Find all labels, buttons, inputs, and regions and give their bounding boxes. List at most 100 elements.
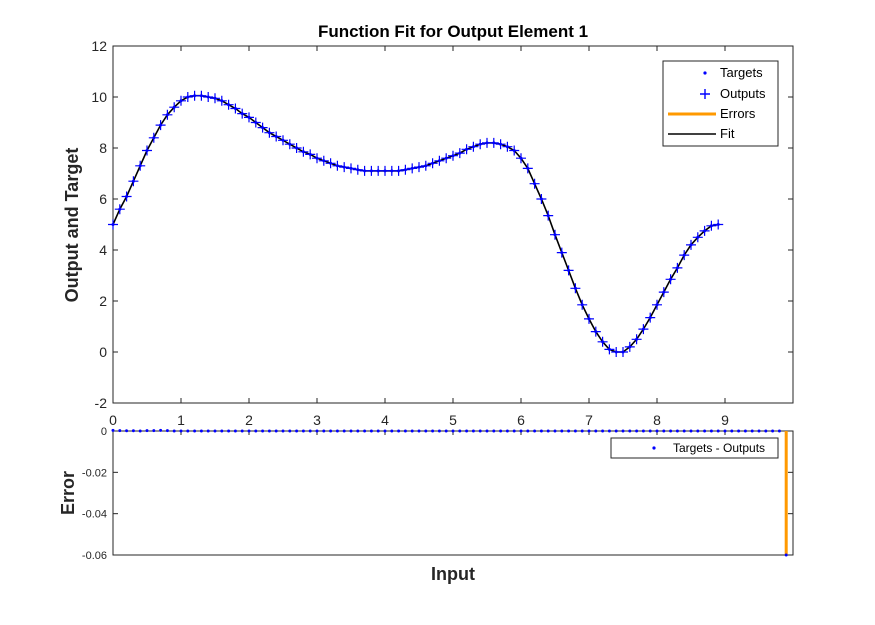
- target-point: [138, 164, 142, 168]
- legend-fit-label: Fit: [720, 126, 735, 141]
- target-point: [356, 168, 360, 172]
- target-point: [703, 229, 707, 233]
- error-point: [111, 428, 115, 432]
- target-point: [315, 156, 319, 160]
- bottom-y-tick-label: 0: [101, 426, 107, 438]
- error-point: [118, 429, 122, 433]
- error-point: [533, 429, 537, 433]
- error-point: [390, 429, 394, 433]
- legend-errors-marker: [652, 446, 656, 450]
- error-point: [689, 429, 693, 433]
- target-point: [471, 145, 475, 149]
- target-point: [254, 121, 258, 124]
- legend-outputs-label: Outputs: [720, 86, 766, 101]
- error-point: [437, 429, 441, 433]
- error-point: [567, 429, 571, 433]
- chart-title: Function Fit for Output Element 1: [318, 22, 588, 41]
- top-x-tick-label: 4: [381, 412, 389, 428]
- top-x-tick-label: 3: [313, 412, 321, 428]
- top-y-axis-label: Output and Target: [62, 148, 82, 303]
- target-point: [580, 303, 584, 307]
- target-point: [322, 159, 326, 163]
- bottom-x-axis-label: Input: [431, 564, 475, 584]
- bottom-axes: 0 -0.02 -0.04 -0.06 Error Input Targets - O…: [58, 426, 794, 584]
- error-point: [492, 429, 496, 433]
- bottom-y-axis-label: Error: [58, 471, 78, 515]
- error-point: [641, 429, 645, 433]
- target-point: [369, 169, 373, 173]
- top-x-tick-label: 0: [109, 412, 117, 428]
- target-point: [111, 223, 115, 226]
- error-point: [342, 429, 346, 433]
- top-y-tick-label: 0: [99, 344, 107, 360]
- error-point: [125, 429, 129, 433]
- target-point: [172, 105, 176, 109]
- target-point: [206, 95, 210, 99]
- target-point: [227, 103, 231, 107]
- legend-errors-series-label: Targets - Outputs: [673, 441, 765, 455]
- bottom-y-tick-label: -0.02: [82, 467, 107, 479]
- error-point: [696, 429, 700, 433]
- error-point: [771, 429, 775, 433]
- error-point: [179, 429, 183, 433]
- error-point: [274, 429, 278, 433]
- error-point: [165, 429, 169, 433]
- target-point: [601, 340, 605, 344]
- error-point: [526, 429, 530, 433]
- target-point: [648, 316, 652, 320]
- error-point: [709, 429, 713, 433]
- error-point: [580, 429, 584, 433]
- error-point: [682, 429, 686, 433]
- top-y-tick-label: 6: [99, 191, 107, 207]
- bottom-legend: Targets - Outputs: [610, 437, 779, 459]
- top-legend-box: [662, 60, 779, 147]
- target-point: [308, 152, 312, 156]
- error-point: [539, 429, 543, 433]
- legend-outputs-marker: [700, 89, 710, 99]
- error-point: [397, 429, 401, 433]
- error-point: [301, 429, 305, 433]
- error-point: [750, 429, 754, 433]
- target-point: [669, 277, 673, 281]
- legend-targets-label: Targets: [720, 65, 763, 80]
- error-point: [669, 429, 673, 433]
- legend-targets-marker: [703, 71, 707, 75]
- target-point: [165, 113, 169, 117]
- target-point: [288, 142, 292, 146]
- error-point: [648, 429, 652, 433]
- error-point: [743, 429, 747, 433]
- top-x-tick-label: 5: [449, 412, 457, 428]
- error-point: [519, 429, 523, 433]
- error-point: [703, 429, 707, 433]
- error-point: [152, 429, 156, 433]
- error-point: [172, 429, 176, 433]
- error-point: [424, 429, 428, 433]
- error-point: [240, 429, 244, 433]
- error-point: [213, 429, 217, 433]
- top-y-tick-label: 12: [91, 38, 107, 54]
- bottom-y-tick-label: -0.06: [82, 550, 107, 562]
- target-point: [458, 151, 462, 155]
- error-point: [723, 429, 727, 433]
- top-y-tick-label: 2: [99, 293, 107, 309]
- error-point: [410, 429, 414, 433]
- target-point: [159, 123, 163, 127]
- target-point: [213, 96, 217, 100]
- error-point: [478, 429, 482, 433]
- error-point: [777, 429, 781, 433]
- top-x-tick-label: 1: [177, 412, 185, 428]
- target-point: [607, 347, 611, 351]
- target-point: [118, 207, 122, 211]
- error-point: [458, 429, 462, 433]
- error-point: [159, 428, 163, 432]
- top-legend: Targets Outputs Errors Fit: [662, 60, 779, 147]
- error-point: [601, 429, 605, 433]
- error-point: [628, 429, 632, 433]
- error-point: [281, 429, 285, 433]
- error-point: [444, 429, 448, 433]
- target-point: [267, 131, 271, 135]
- error-point: [594, 429, 598, 433]
- error-point: [716, 429, 720, 433]
- error-point: [451, 429, 455, 433]
- target-point: [567, 268, 571, 272]
